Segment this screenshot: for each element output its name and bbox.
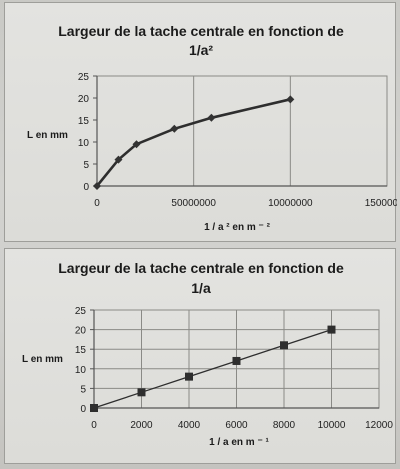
data-point-diamond (93, 182, 101, 190)
chart-title-line-2: 1/a² (189, 42, 213, 58)
data-point-diamond (114, 155, 123, 164)
plot-area (96, 75, 388, 187)
chart-svg-top: Largeur de la tache centrale en fonction… (27, 23, 397, 233)
x-tick-label: 12000 (365, 420, 393, 431)
x-tick-label: 10000000 (268, 198, 313, 209)
x-tick-label: 6000 (225, 420, 248, 431)
y-tick-label: 0 (83, 182, 89, 193)
y-tick-label: 10 (78, 138, 90, 149)
y-tick-label: 5 (83, 160, 89, 171)
data-point-square (90, 404, 98, 412)
x-tick-label: 4000 (178, 420, 201, 431)
chart-title-line-1: Largeur de la tache centrale en fonction… (58, 260, 344, 276)
y-tick-label: 20 (78, 94, 90, 105)
y-tick-label: 15 (78, 116, 90, 127)
x-axis-label: 1 / a ² en m ⁻ ² (204, 222, 271, 233)
y-tick-label: 20 (75, 326, 87, 337)
chart-svg-bottom: Largeur de la tache centrale en fonction… (22, 260, 393, 448)
data-point-square (232, 356, 241, 365)
x-tick-label: 8000 (273, 420, 296, 431)
chart-title-line-2: 1/a (191, 280, 211, 296)
y-axis-label: L en mm (22, 354, 63, 365)
x-tick-label: 10000 (318, 420, 346, 431)
y-tick-label: 10 (75, 365, 87, 376)
chart-panel-bottom: Largeur de la tache centrale en fonction… (4, 248, 396, 464)
data-point-diamond (207, 113, 216, 122)
x-tick-label: 15000000 (365, 198, 397, 209)
data-point-square (185, 372, 193, 381)
x-tick-label: 50000000 (171, 198, 216, 209)
y-tick-label: 25 (75, 306, 87, 317)
data-point-diamond (170, 124, 179, 133)
chart-title-line-1: Largeur de la tache centrale en fonction… (58, 23, 344, 39)
chart-panel-top: Largeur de la tache centrale en fonction… (4, 2, 397, 242)
data-point-diamond (286, 95, 295, 104)
x-axis-label: 1 / a en m ⁻ ¹ (209, 437, 269, 448)
x-tick-label: 2000 (130, 420, 153, 431)
data-point-diamond (132, 140, 141, 149)
y-tick-label: 0 (80, 404, 86, 415)
data-point-square (280, 341, 288, 350)
y-tick-label: 25 (78, 72, 90, 83)
data-point-square (137, 388, 146, 397)
y-tick-label: 15 (75, 345, 87, 356)
series-line (93, 328, 332, 409)
series-line (95, 98, 291, 187)
y-tick-label: 5 (80, 384, 86, 395)
data-point-square (327, 325, 336, 334)
x-tick-label: 0 (91, 420, 97, 431)
x-tick-label: 0 (94, 198, 100, 209)
y-axis-label: L en mm (27, 130, 68, 141)
